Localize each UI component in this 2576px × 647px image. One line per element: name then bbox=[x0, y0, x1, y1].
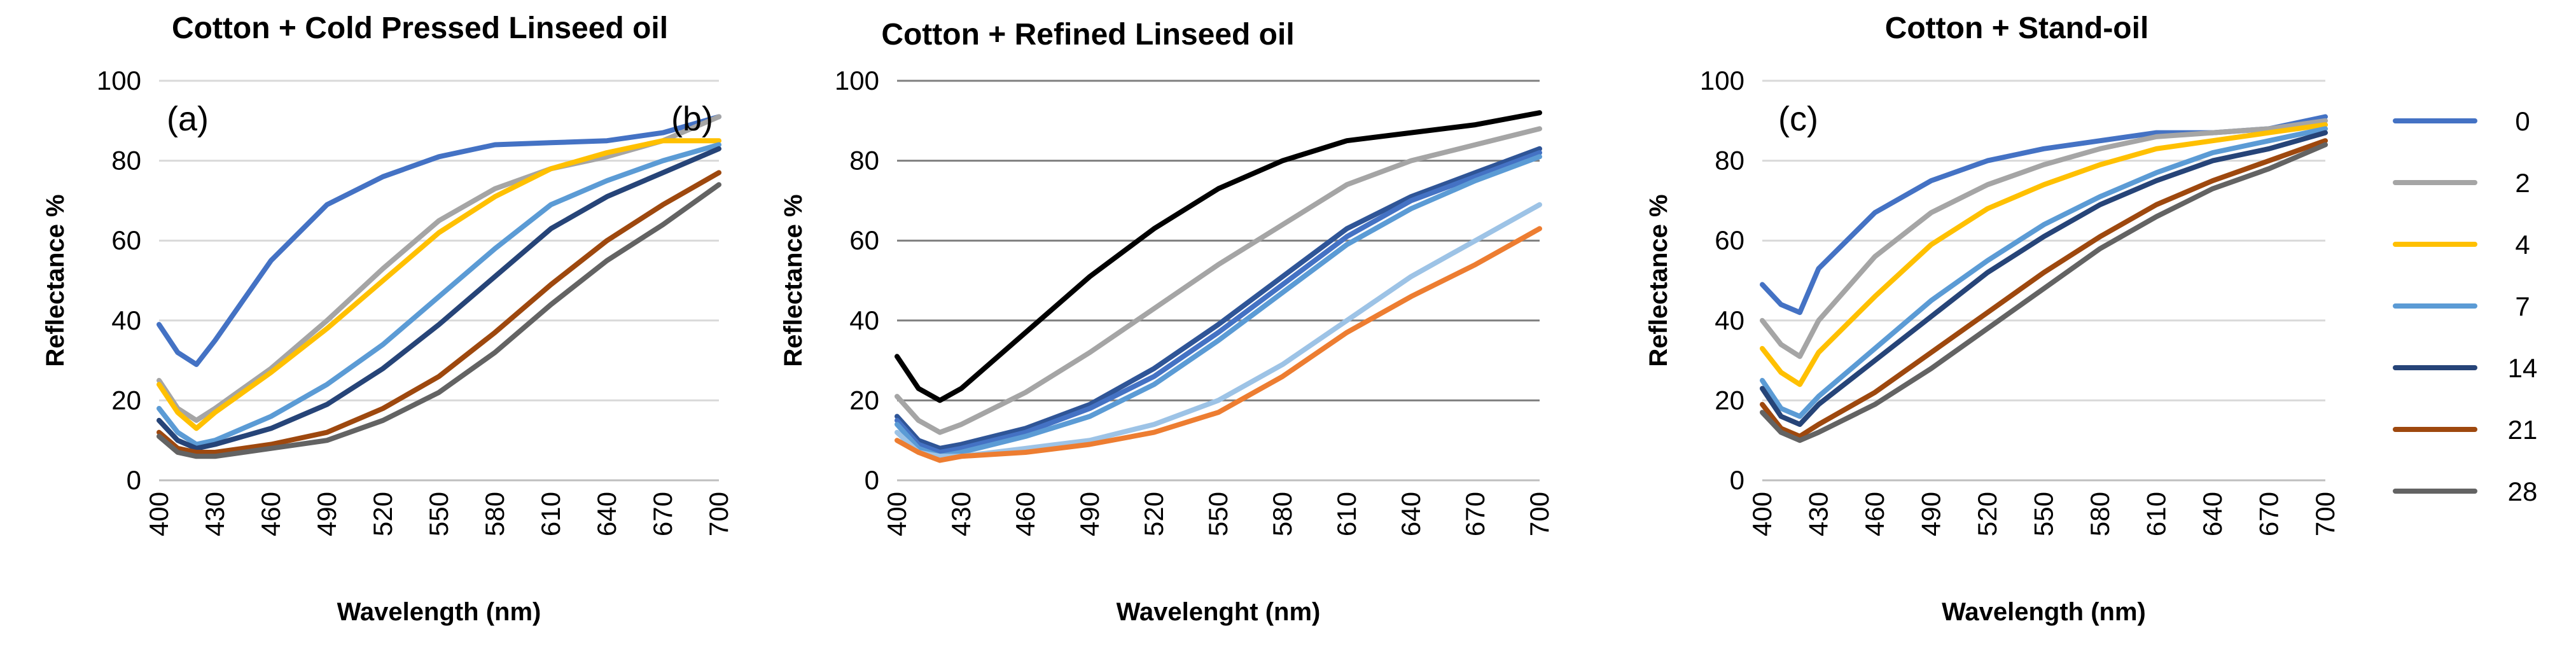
x-tick-label: 700 bbox=[2310, 492, 2340, 536]
series-line-4 bbox=[1760, 122, 2328, 387]
x-tick-label: 520 bbox=[1139, 492, 1169, 536]
y-tick-label: 100 bbox=[97, 66, 141, 95]
legend-label: 0 bbox=[2515, 106, 2530, 136]
series-line-0 bbox=[157, 114, 721, 367]
x-tick-label: 460 bbox=[1010, 492, 1040, 536]
x-tick-label: 400 bbox=[1747, 492, 1777, 536]
x-tick-label: 490 bbox=[312, 492, 342, 536]
panel-label: (a) bbox=[167, 100, 209, 138]
series-line-7 bbox=[1760, 126, 2328, 419]
series-line-14 bbox=[157, 146, 721, 451]
x-tick-label: 700 bbox=[1524, 492, 1554, 536]
y-tick-label: 0 bbox=[865, 465, 879, 495]
x-tick-label: 550 bbox=[1203, 492, 1233, 536]
legend-label: 28 bbox=[2508, 477, 2538, 506]
x-tick-label: 460 bbox=[256, 492, 286, 536]
series-line-orange bbox=[895, 226, 1542, 463]
y-axis-title: Reflectance % bbox=[779, 194, 807, 366]
y-tick-label: 40 bbox=[849, 305, 879, 335]
chart-title: Cotton + Refined Linseed oil bbox=[881, 18, 1294, 52]
y-tick-label: 80 bbox=[1715, 146, 1744, 176]
x-tick-label: 430 bbox=[200, 492, 230, 536]
x-tick-label: 400 bbox=[144, 492, 174, 536]
y-tick-label: 20 bbox=[1715, 385, 1744, 415]
y-tick-label: 100 bbox=[1700, 66, 1744, 95]
series-line-21 bbox=[157, 170, 721, 455]
x-tick-label: 550 bbox=[2029, 492, 2059, 536]
series-line-21 bbox=[1760, 138, 2328, 439]
y-tick-label: 20 bbox=[111, 385, 141, 415]
x-tick-label: 520 bbox=[1972, 492, 2002, 536]
legend-label: 2 bbox=[2515, 168, 2530, 198]
x-tick-label: 550 bbox=[424, 492, 454, 536]
x-tick-label: 490 bbox=[1075, 492, 1104, 536]
y-tick-label: 80 bbox=[111, 146, 141, 176]
y-tick-label: 40 bbox=[1715, 305, 1744, 335]
y-tick-label: 0 bbox=[1730, 465, 1744, 495]
x-tick-label: 490 bbox=[1916, 492, 1946, 536]
x-tick-label: 640 bbox=[1396, 492, 1426, 536]
x-tick-label: 610 bbox=[1332, 492, 1361, 536]
y-tick-label: 80 bbox=[849, 146, 879, 176]
x-tick-label: 400 bbox=[882, 492, 912, 536]
series-line-2 bbox=[157, 114, 721, 423]
legend-label: 21 bbox=[2508, 415, 2538, 445]
x-tick-label: 700 bbox=[704, 492, 734, 536]
series-line-grey bbox=[895, 126, 1542, 435]
x-axis-title: Wavelength (nm) bbox=[337, 598, 541, 626]
y-axis-title: Reflectance % bbox=[1645, 194, 1673, 366]
series-line-blue bbox=[895, 150, 1542, 455]
x-tick-label: 430 bbox=[1804, 492, 1834, 536]
series-line-black bbox=[895, 110, 1542, 403]
series-line-dark-blue bbox=[895, 146, 1542, 451]
panel-label: (b) bbox=[671, 100, 713, 138]
x-tick-label: 670 bbox=[648, 492, 678, 536]
series-line-4 bbox=[157, 138, 721, 431]
series-line-light-blue bbox=[895, 202, 1542, 459]
x-axis-title: Wavelenght (nm) bbox=[1117, 598, 1321, 626]
legend-label: 14 bbox=[2508, 353, 2538, 383]
chart-panel-3: Cotton + Stand-oil 0 20 40 60 80 100 400 430 460 4… bbox=[1645, 11, 2340, 626]
x-tick-label: 610 bbox=[536, 492, 566, 536]
x-tick-label: 430 bbox=[946, 492, 976, 536]
x-tick-label: 520 bbox=[368, 492, 398, 536]
x-tick-label: 580 bbox=[2085, 492, 2115, 536]
chart-panel-1: Cotton + Cold Pressed Linseed oil 0 20 40 60… bbox=[41, 11, 734, 626]
y-tick-label: 60 bbox=[111, 225, 141, 255]
legend-label: 7 bbox=[2515, 291, 2530, 321]
x-axis-title: Wavelength (nm) bbox=[1942, 598, 2146, 626]
x-tick-label: 610 bbox=[2141, 492, 2171, 536]
y-tick-label: 20 bbox=[849, 385, 879, 415]
chart-title: Cotton + Cold Pressed Linseed oil bbox=[172, 11, 668, 45]
series-line-28 bbox=[157, 182, 721, 459]
y-axis-title: Reflectance % bbox=[41, 194, 69, 366]
x-tick-label: 580 bbox=[480, 492, 510, 536]
x-tick-label: 670 bbox=[1460, 492, 1490, 536]
x-tick-label: 580 bbox=[1267, 492, 1297, 536]
x-tick-label: 640 bbox=[592, 492, 622, 536]
y-tick-label: 0 bbox=[127, 465, 141, 495]
y-tick-label: 100 bbox=[835, 66, 879, 95]
series-line-7 bbox=[157, 142, 721, 447]
y-tick-label: 40 bbox=[111, 305, 141, 335]
series-line-14 bbox=[1760, 130, 2328, 428]
legend-label: 4 bbox=[2515, 230, 2530, 260]
panel-label: (c) bbox=[1778, 100, 1818, 138]
chart-title: Cotton + Stand-oil bbox=[1885, 11, 2149, 45]
series-line-28 bbox=[1760, 142, 2328, 443]
x-tick-label: 640 bbox=[2197, 492, 2227, 536]
x-tick-label: 460 bbox=[1860, 492, 1890, 536]
y-tick-label: 60 bbox=[1715, 225, 1744, 255]
y-tick-label: 60 bbox=[849, 225, 879, 255]
legend: 0 2 4 7 14 21 28 bbox=[2393, 106, 2538, 506]
chart-panel-2: Cotton + Refined Linseed oil 0 20 40 60 80 100… bbox=[671, 18, 1554, 626]
series-line-2 bbox=[1760, 118, 2328, 359]
x-tick-label: 670 bbox=[2254, 492, 2284, 536]
